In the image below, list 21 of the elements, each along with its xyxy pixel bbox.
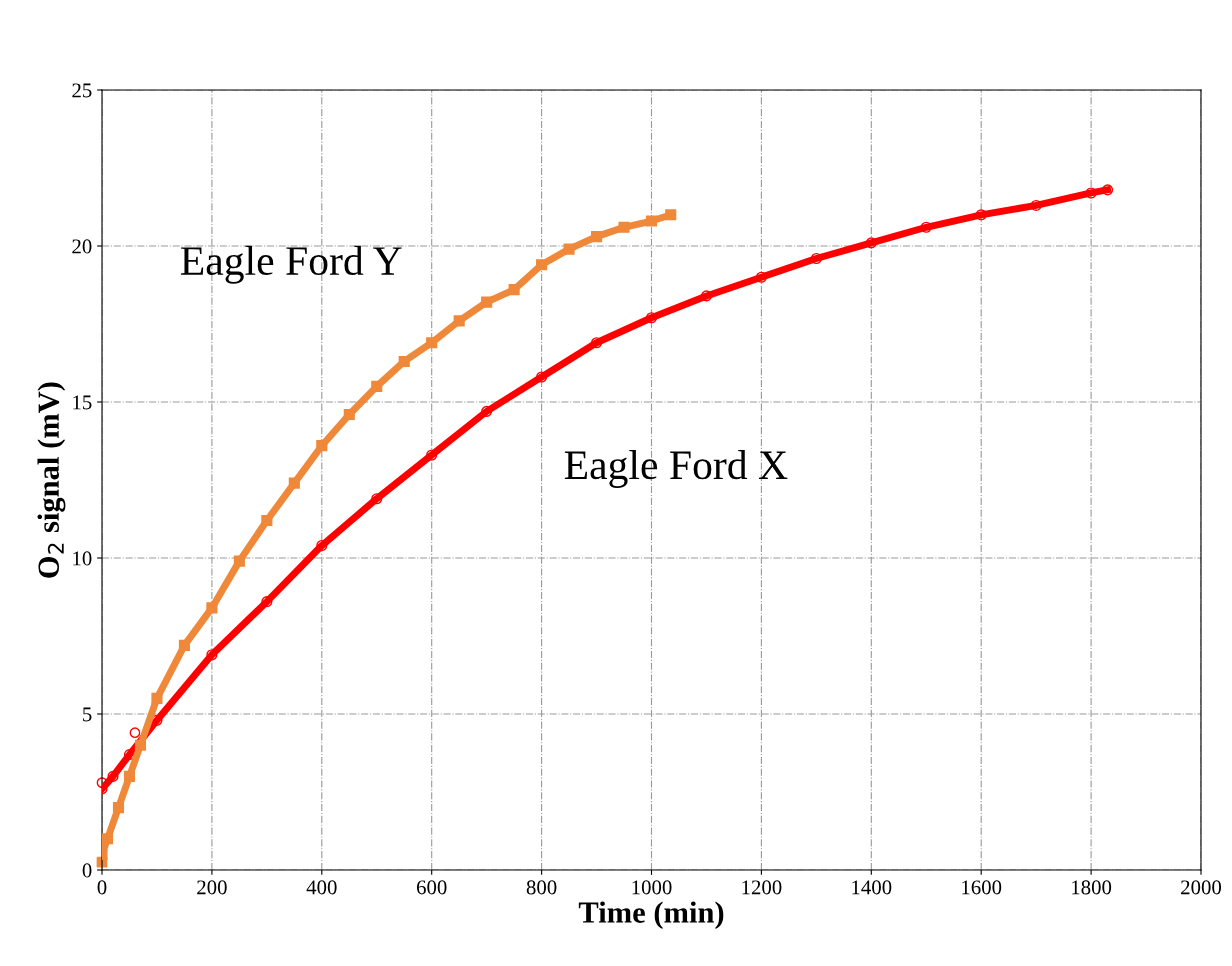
x-tick-label: 1000 <box>632 880 672 895</box>
x-axis-title: Time (min) <box>578 901 724 930</box>
x-tick-label: 1600 <box>962 880 1002 895</box>
y-tick-label: 5 <box>83 707 92 722</box>
y-tick-label: 0 <box>82 863 92 878</box>
x-tick-label: 1400 <box>852 880 892 895</box>
x-tick-label: 0 <box>97 880 107 895</box>
x-tick-label: 200 <box>197 880 227 895</box>
x-tick-label: 2000 <box>1181 880 1222 895</box>
y-tick-label: 20 <box>72 239 92 254</box>
x-tick-label: 600 <box>416 880 447 895</box>
y-axis-title: O$_{2}$ signal (mV) <box>37 382 66 578</box>
y-tick-label: 25 <box>72 83 92 98</box>
x-tick-label: 1200 <box>742 880 782 895</box>
x-tick-label: 1800 <box>1072 880 1112 895</box>
x-tick-label: 800 <box>526 880 557 895</box>
series-label: Eagle Ford X <box>564 449 788 488</box>
y-tick-label: 10 <box>73 551 92 566</box>
y-tick-label: 15 <box>73 395 92 410</box>
x-tick-label: 400 <box>306 880 337 895</box>
series-label: Eagle Ford Y <box>180 245 402 284</box>
